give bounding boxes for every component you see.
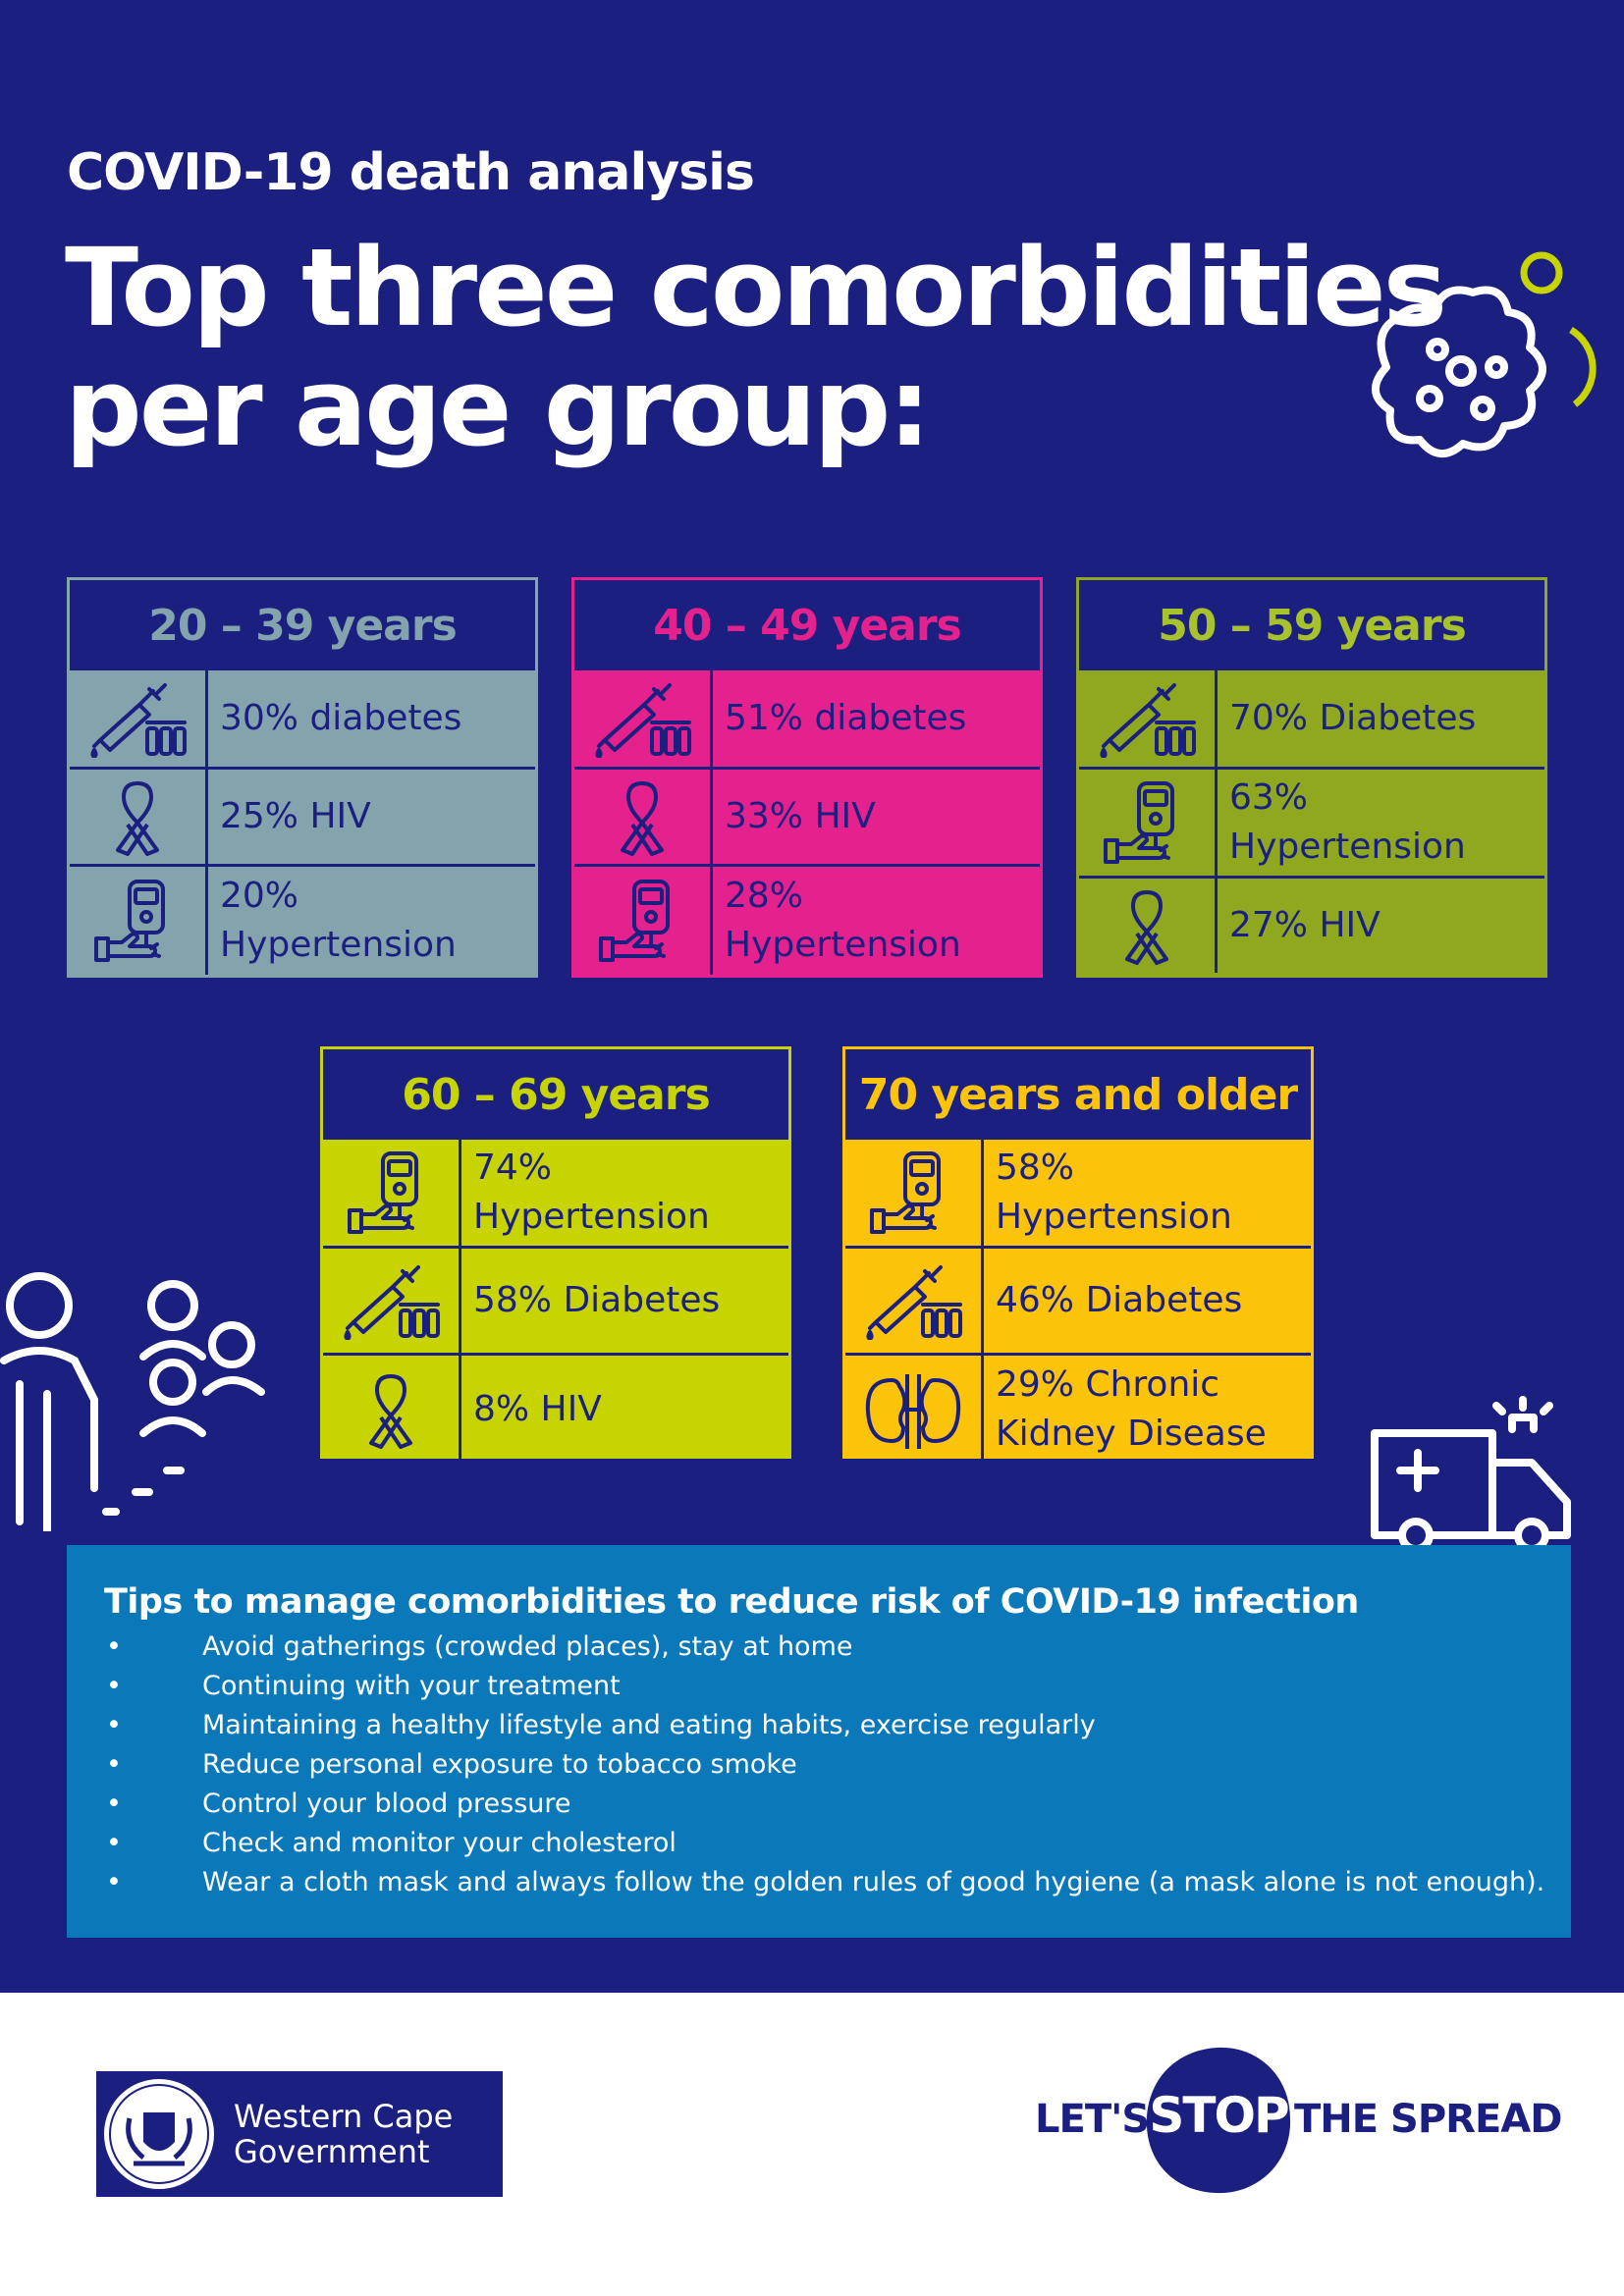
age-group-label: 20 – 39 years (70, 580, 535, 670)
tips-list: • Avoid gatherings (crowded places), stay… (104, 1628, 1544, 1902)
age-card-5: 70 years and older 58% Hypertension 46% … (842, 1046, 1314, 1464)
title-line-1: Top three comorbidities (65, 225, 1447, 350)
syringe-vials-icon (574, 670, 713, 767)
subtitle: COVID-19 death analysis (67, 143, 755, 202)
lets-text: LET'S (1035, 2097, 1150, 2142)
tip-text: Control your blood pressure (202, 1789, 571, 1819)
comorbidity-row: 46% Diabetes (845, 1246, 1311, 1353)
spread-text: THE SPREAD (1294, 2097, 1562, 2142)
comorbidity-row: 20% Hypertension (70, 864, 535, 975)
comorbidity-row: 70% Diabetes (1079, 670, 1544, 767)
gov-line-1: Western Cape (234, 2098, 454, 2135)
tip-item: • Reduce personal exposure to tobacco smo… (104, 1745, 1544, 1785)
comorbidity-text: 27% HIV (1229, 905, 1380, 945)
comorbidity-row: 74% Hypertension (323, 1140, 788, 1246)
comorbidity-text: 51% diabetes (725, 698, 967, 738)
comorbidity-text: 20% Hypertension (220, 876, 457, 965)
virus-icon (1372, 251, 1597, 457)
glucose-meter-icon (845, 1140, 984, 1246)
tip-item: • Wear a cloth mask and always follow the… (104, 1863, 1544, 1902)
comorbidity-text: 70% Diabetes (1229, 698, 1477, 738)
comorbidity-text: 25% HIV (220, 796, 371, 836)
comorbidity-row: 29% Chronic Kidney Disease (845, 1353, 1311, 1464)
age-card-1: 20 – 39 years 30% diabetes 25% HIV 20% H… (67, 577, 538, 978)
age-card-3: 50 – 59 years 70% Diabetes 63% Hypertens… (1076, 577, 1547, 978)
bullet: • (106, 1789, 122, 1819)
bullet: • (106, 1671, 122, 1701)
comorbidity-row: 51% diabetes (574, 670, 1040, 767)
tips-title: Tips to manage comorbidities to reduce r… (104, 1582, 1359, 1622)
comorbidity-text: 58% Diabetes (473, 1280, 721, 1320)
bullet: • (106, 1828, 122, 1858)
tip-text: Maintaining a healthy lifestyle and eati… (202, 1710, 1096, 1740)
tip-text: Check and monitor your cholesterol (202, 1828, 677, 1858)
comorbidity-text: 30% diabetes (220, 698, 462, 738)
coat-of-arms-icon (100, 2075, 218, 2193)
comorbidity-text: 58% Hypertension (996, 1148, 1232, 1237)
comorbidity-text: 8% HIV (473, 1389, 602, 1429)
age-group-label: 60 – 69 years (323, 1049, 788, 1140)
syringe-vials-icon (845, 1249, 984, 1353)
tip-item: • Avoid gatherings (crowded places), stay… (104, 1628, 1544, 1667)
comorbidity-row: 58% Hypertension (845, 1140, 1311, 1246)
tips-panel: Tips to manage comorbidities to reduce r… (67, 1545, 1571, 1938)
comorbidity-row: 25% HIV (70, 767, 535, 864)
tip-text: Continuing with your treatment (202, 1671, 621, 1701)
tip-text: Reduce personal exposure to tobacco smok… (202, 1749, 797, 1780)
glucose-meter-icon (574, 867, 713, 975)
syringe-vials-icon (1079, 670, 1218, 767)
tip-item: • Control your blood pressure (104, 1785, 1544, 1824)
comorbidity-row: 27% HIV (1079, 876, 1544, 973)
age-card-4: 60 – 69 years 74% Hypertension 58% Diabe… (320, 1046, 791, 1464)
comorbidity-row: 28% Hypertension (574, 864, 1040, 975)
bullet: • (106, 1631, 122, 1662)
glucose-meter-icon (1079, 770, 1218, 876)
age-group-label: 40 – 49 years (574, 580, 1040, 670)
glucose-meter-icon (70, 867, 208, 975)
comorbidity-text: 33% HIV (725, 796, 876, 836)
syringe-vials-icon (323, 1249, 461, 1353)
stop-text: STOP (1149, 2087, 1289, 2144)
comorbidity-text: 63% Hypertension (1229, 777, 1466, 867)
comorbidity-row: 30% diabetes (70, 670, 535, 767)
comorbidity-row: 63% Hypertension (1079, 767, 1544, 876)
comorbidity-row: 58% Diabetes (323, 1246, 788, 1353)
tip-text: Avoid gatherings (crowded places), stay … (202, 1631, 853, 1662)
people-icon (0, 1272, 265, 1531)
age-group-label: 50 – 59 years (1079, 580, 1544, 670)
stop-blob-shape (1146, 2047, 1291, 2194)
title-line-2: per age group: (65, 345, 931, 470)
comorbidity-text: 74% Hypertension (473, 1148, 710, 1237)
kidney-icon (845, 1356, 984, 1464)
bullet: • (106, 1710, 122, 1740)
ambulance-icon (1371, 1396, 1571, 1551)
ribbon-icon (1079, 879, 1218, 973)
syringe-vials-icon (70, 670, 208, 767)
tip-item: • Continuing with your treatment (104, 1667, 1544, 1706)
comorbidity-text: 29% Chronic Kidney Disease (996, 1364, 1267, 1454)
age-group-label: 70 years and older (845, 1049, 1311, 1140)
comorbidity-text: 28% Hypertension (725, 876, 961, 965)
gov-line-2: Government (234, 2133, 430, 2170)
ribbon-icon (574, 770, 713, 864)
tip-item: • Maintaining a healthy lifestyle and eat… (104, 1706, 1544, 1745)
western-cape-government-logo: Western Cape Government (96, 2071, 503, 2197)
age-card-2: 40 – 49 years 51% diabetes 33% HIV 28% H… (571, 577, 1043, 978)
bullet: • (106, 1749, 122, 1780)
ribbon-icon (323, 1356, 461, 1464)
glucose-meter-icon (323, 1140, 461, 1246)
page-title: Top three comorbidities per age group: (65, 225, 1447, 470)
comorbidity-text: 46% Diabetes (996, 1280, 1243, 1320)
tip-item: • Check and monitor your cholesterol (104, 1824, 1544, 1863)
comorbidity-row: 33% HIV (574, 767, 1040, 864)
comorbidity-row: 8% HIV (323, 1353, 788, 1464)
ribbon-icon (70, 770, 208, 864)
tip-text: Wear a cloth mask and always follow the … (202, 1867, 1545, 1897)
government-name: Western Cape Government (234, 2099, 453, 2169)
bullet: • (106, 1867, 122, 1897)
